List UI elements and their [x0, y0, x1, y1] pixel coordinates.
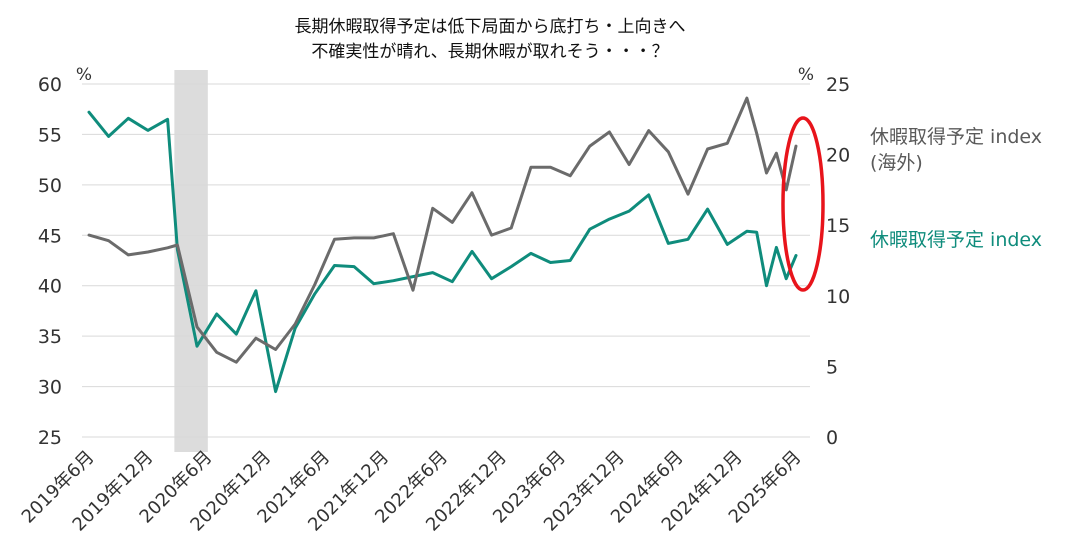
left-axis-tick-label: 40: [38, 276, 62, 298]
series-line-overseas: [87, 96, 798, 364]
right-axis-tick-label: 25: [826, 74, 850, 96]
right-axis-tick-label: 15: [826, 215, 850, 237]
highlight-ellipse: [781, 116, 825, 292]
legend-label-overseas-line-1: 休暇取得予定 index: [870, 126, 1043, 148]
legend-label-overseas: 休暇取得予定 index (海外): [870, 124, 1042, 176]
left-axis-tick-label: 45: [38, 225, 62, 247]
right-axis-tick-label: 20: [826, 145, 850, 167]
right-axis-tick-label: 10: [826, 286, 850, 308]
series-line-domestic: [87, 110, 798, 394]
left-axis-tick-label: 60: [38, 74, 62, 96]
left-axis-tick-label: 30: [38, 377, 62, 399]
right-axis-tick-label: 5: [826, 356, 838, 378]
legend-label-overseas-line-2: (海外): [870, 152, 923, 174]
chart-title-line-2: 不確実性が晴れ、長期休暇が取れそう・・・？: [311, 42, 669, 62]
left-axis-unit: %: [76, 65, 92, 85]
legend-label-domestic: 休暇取得予定 index: [870, 229, 1043, 251]
left-axis-tick-label: 25: [38, 427, 62, 449]
left-axis-tick-label: 35: [38, 326, 62, 348]
right-axis-tick-label: 0: [826, 427, 838, 449]
right-axis-unit: %: [798, 65, 814, 85]
chart-title-line-1: 長期休暇取得予定は低下局面から底打ち・上向きへ: [294, 17, 686, 37]
left-axis-tick-label: 55: [38, 124, 62, 146]
left-axis-tick-label: 50: [38, 175, 62, 197]
